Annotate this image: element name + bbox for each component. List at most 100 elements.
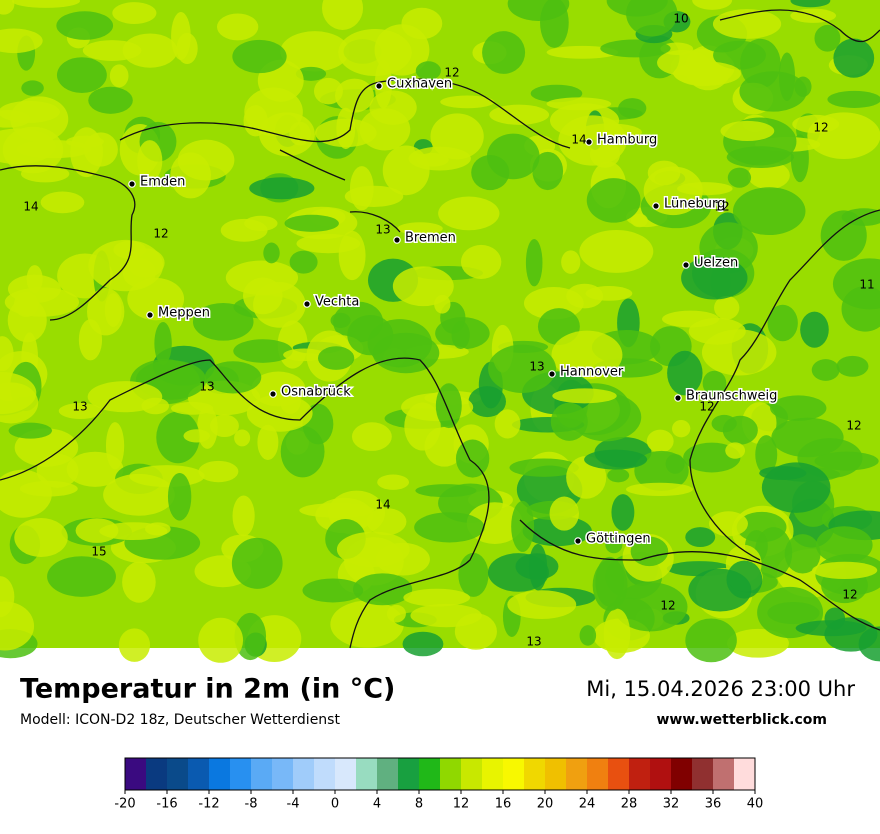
legend-tick-label: -12 [198, 797, 219, 812]
legend-tick-label: -8 [245, 797, 258, 812]
field-patch [47, 556, 116, 597]
field-patch [0, 109, 31, 128]
legend-tick-label: 20 [537, 797, 554, 812]
field-patch [727, 167, 752, 188]
field-patch [665, 453, 685, 474]
field-patch [242, 277, 283, 315]
field-patch [352, 573, 413, 606]
field-patch [198, 617, 244, 663]
field-patch [833, 38, 875, 78]
color-box [377, 758, 398, 790]
field-patch [349, 166, 374, 211]
contour-label: 12 [444, 66, 459, 80]
field-patch [727, 628, 789, 658]
field-patch [330, 312, 351, 328]
field-patch [216, 13, 259, 41]
city-dot [585, 138, 593, 146]
city-label: Uelzen [694, 256, 738, 271]
field-patch [489, 104, 550, 125]
city-dot [375, 82, 383, 90]
contour-label: 12 [699, 400, 714, 414]
field-patch [430, 113, 484, 160]
field-patch [122, 561, 156, 603]
color-box [734, 758, 755, 790]
color-box [503, 758, 524, 790]
field-patch [36, 453, 79, 488]
field-patch [127, 277, 185, 321]
color-box [440, 758, 461, 790]
temperature-field [0, 0, 880, 663]
color-box [629, 758, 650, 790]
field-patch [19, 480, 78, 497]
city-dot [393, 236, 401, 244]
field-patch [688, 317, 746, 345]
field-patch [618, 98, 647, 119]
field-patch [83, 132, 118, 167]
contour-label: 12 [813, 121, 828, 135]
field-patch [103, 473, 175, 516]
contour-label: 12 [660, 599, 675, 613]
city-label: Hamburg [597, 133, 657, 148]
field-patch [714, 295, 740, 320]
color-box [713, 758, 734, 790]
field-patch [232, 495, 255, 537]
field-patch [607, 468, 630, 483]
color-box [335, 758, 356, 790]
field-patch [11, 0, 80, 8]
contour-label: 13 [526, 635, 541, 649]
field-patch [800, 311, 829, 348]
field-patch [440, 95, 495, 109]
contour-label: 13 [199, 380, 214, 394]
legend-tick-label: 32 [663, 797, 680, 812]
field-patch [244, 215, 278, 231]
field-patch [257, 424, 279, 460]
field-patch [0, 601, 35, 651]
field-patch [836, 355, 869, 377]
legend-tick-label: 40 [747, 797, 764, 812]
city-label: Vechta [315, 295, 359, 310]
field-patch [458, 552, 489, 597]
field-patch [626, 0, 678, 37]
field-patch [284, 214, 339, 232]
field-patch [605, 536, 623, 554]
field-patch [58, 402, 103, 419]
field-patch [711, 414, 737, 433]
field-patch [156, 411, 200, 464]
field-patch [770, 395, 827, 421]
field-patch [56, 11, 114, 40]
field-patch [657, 49, 710, 76]
field-patch [99, 522, 168, 541]
city-dot [574, 537, 582, 545]
field-patch [234, 429, 251, 447]
field-patch [672, 419, 691, 438]
color-box [314, 758, 335, 790]
website: www.wetterblick.com [657, 712, 828, 728]
field-patch [170, 152, 212, 199]
field-patch [280, 31, 350, 72]
field-patch [302, 578, 364, 603]
legend-tick-label: -20 [114, 797, 135, 812]
contour-label: 13 [72, 400, 87, 414]
field-patch [507, 590, 577, 620]
field-patch [198, 460, 239, 483]
field-patch [630, 213, 648, 228]
field-patch [438, 196, 500, 231]
field-patch [263, 242, 280, 264]
field-patch [600, 39, 671, 58]
field-patch [643, 166, 703, 216]
legend-tick-label: 28 [621, 797, 638, 812]
field-patch [592, 559, 628, 611]
color-box [545, 758, 566, 790]
field-patch [335, 78, 374, 113]
color-box [251, 758, 272, 790]
contour-label: 12 [846, 419, 861, 433]
field-patch [455, 439, 490, 478]
field-patch [209, 414, 239, 438]
field-patch [630, 536, 669, 567]
city-label: Cuxhaven [387, 77, 452, 92]
field-patch [841, 286, 880, 332]
color-box [209, 758, 230, 790]
field-patch [579, 230, 654, 273]
field-patch [761, 462, 831, 513]
